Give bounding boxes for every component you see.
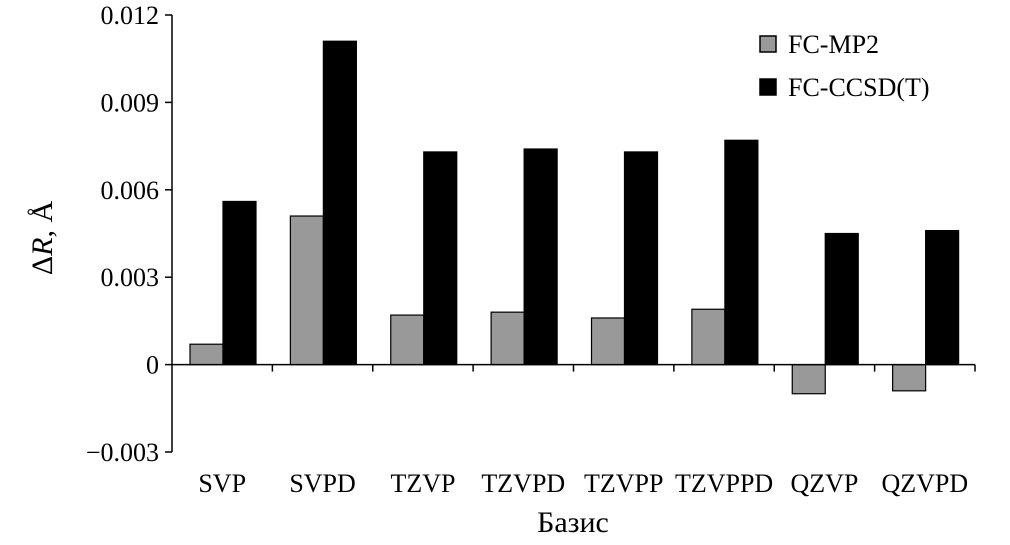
x-tick-label-tzvp: TZVP — [390, 469, 455, 498]
x-tick-label-qzvpd: QZVPD — [881, 469, 968, 498]
bar-svp-fc-mp2 — [189, 343, 224, 366]
bar-qzvp-fc-ccsd-t — [824, 232, 859, 366]
legend-swatch-fc-ccsdt — [759, 78, 777, 96]
bar-tzvpd-fc-ccsd-t — [523, 148, 558, 366]
bar-tzvp-fc-mp2 — [390, 314, 425, 366]
y-axis: −0.003 0 0.003 0.006 0.009 0.012 — [86, 1, 173, 467]
x-axis-title: Базис — [537, 506, 609, 539]
y-axis-title: ΔR, Å — [26, 201, 59, 276]
bar-qzvpd-fc-ccsd-t — [925, 229, 960, 366]
x-axis: SVP SVPD TZVP TZVPD TZVPP TZVPPD QZVP QZVPD — [172, 363, 976, 498]
legend-entry-fc-ccsdt: FC-CCSD(T) — [759, 73, 930, 102]
x-tick-label-qzvp: QZVP — [790, 469, 858, 498]
legend-label-fc-mp2: FC-MP2 — [788, 30, 879, 59]
x-tick-label-tzvpp: TZVPP — [584, 469, 663, 498]
y-tick-label: 0.003 — [101, 263, 160, 292]
bar-qzvpd-fc-mp2 — [892, 364, 927, 392]
legend-label-fc-ccsdt: FC-CCSD(T) — [788, 73, 930, 102]
bar-svpd-fc-mp2 — [289, 215, 324, 366]
bar-tzvpp-fc-mp2 — [590, 317, 626, 366]
y-tick-label: 0.006 — [101, 176, 160, 205]
x-tick-label-svpd: SVPD — [289, 469, 355, 498]
bar-svp-fc-ccsd-t — [222, 200, 257, 366]
bar-tzvpd-fc-mp2 — [490, 311, 525, 366]
bar-tzvppd-fc-ccsd-t — [724, 139, 759, 366]
bar-tzvpp-fc-ccsd-t — [623, 151, 659, 366]
x-tick-label-tzvpd: TZVPD — [481, 469, 565, 498]
x-tick-label-tzvppd: TZVPPD — [675, 469, 773, 498]
y-tick-label: 0.012 — [101, 1, 160, 30]
bar-svpd-fc-ccsd-t — [322, 40, 357, 366]
legend-swatch-fc-mp2 — [759, 35, 777, 53]
bar-tzvppd-fc-mp2 — [691, 308, 726, 366]
bar-qzvp-fc-mp2 — [791, 364, 826, 395]
y-tick-label: 0.009 — [101, 88, 160, 117]
bar-tzvp-fc-ccsd-t — [423, 151, 458, 366]
legend: FC-MP2 FC-CCSD(T) — [759, 30, 930, 102]
x-tick-label-svp: SVP — [198, 469, 246, 498]
y-tick-label: −0.003 — [86, 438, 159, 467]
y-tick-label: 0 — [146, 351, 159, 380]
legend-entry-fc-mp2: FC-MP2 — [759, 30, 879, 59]
